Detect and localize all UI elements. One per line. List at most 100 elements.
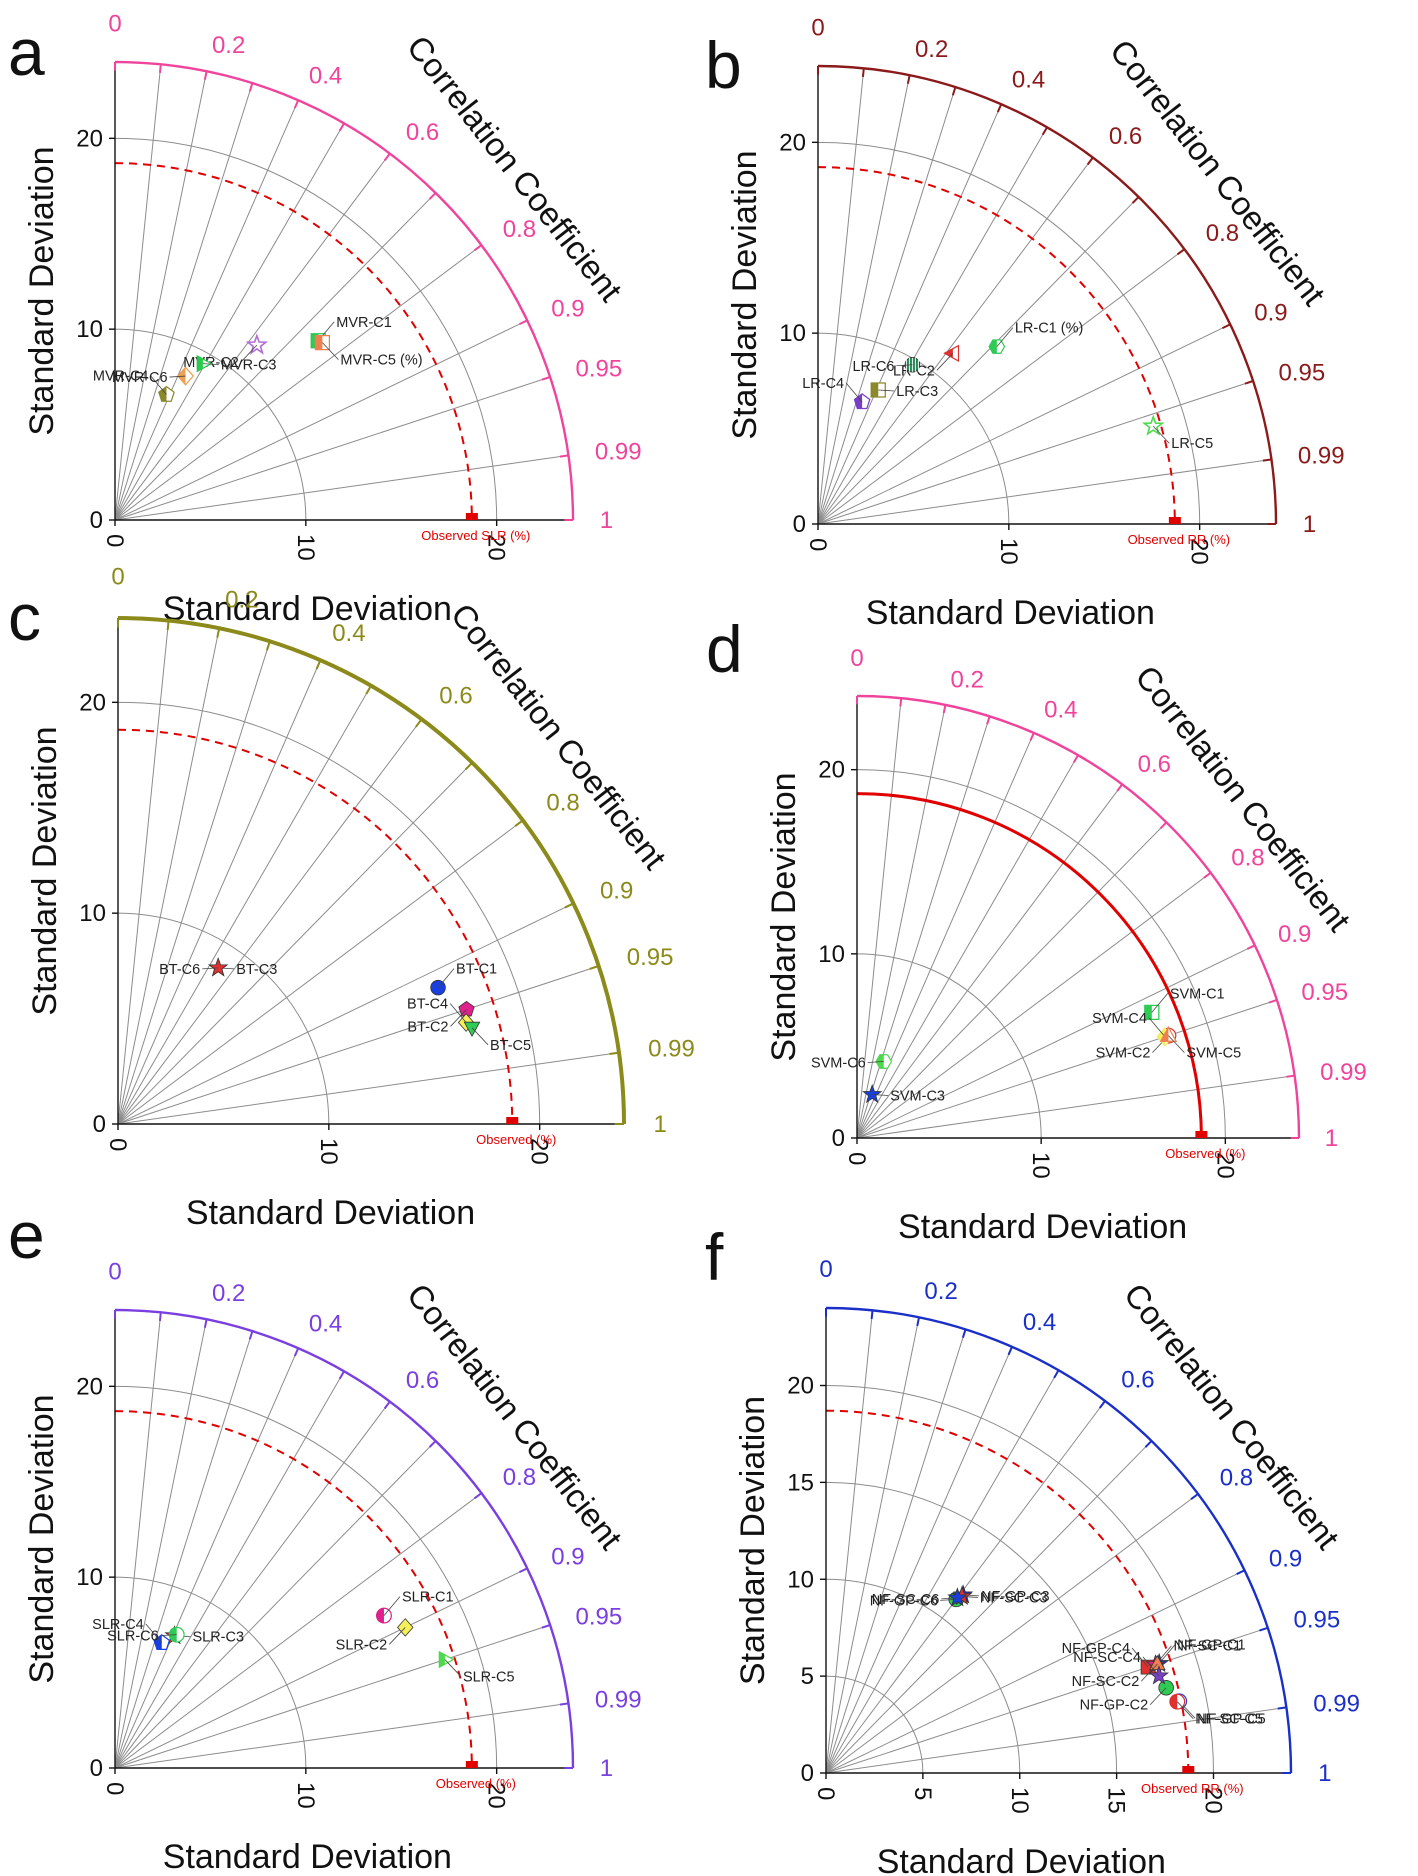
x-tick-label: 20 — [1200, 1787, 1227, 1814]
correlation-tick-mark — [942, 704, 947, 714]
y-tick-label: 0 — [793, 511, 806, 538]
point-label: SVM-C5 — [1186, 1046, 1241, 1062]
point-label: BT-C2 — [407, 1019, 448, 1035]
correlation-tick-mark — [415, 718, 423, 728]
point-label: BT-C5 — [490, 1038, 531, 1054]
x-tick-label: 0 — [101, 1782, 128, 1795]
observed-label: Observed RR (%) — [1141, 1781, 1244, 1796]
point-label: MVR-C5 (%) — [340, 353, 422, 369]
correlation-tick-mark — [951, 86, 957, 96]
point-label-leader — [872, 1094, 889, 1096]
correlation-tick-label: 0.2 — [212, 1280, 245, 1307]
point-label: BT-C4 — [407, 996, 448, 1012]
correlation-tick-mark — [1176, 248, 1186, 256]
sd-gridline-arc — [825, 1385, 1214, 1774]
correlation-tick-mark — [870, 1310, 874, 1320]
model-point — [438, 1650, 455, 1669]
correlation-spoke — [856, 716, 991, 1139]
correlation-tick-label: 0.4 — [332, 620, 365, 647]
observed-reference-point — [465, 513, 478, 520]
correlation-arc — [856, 694, 1301, 1139]
correlation-tick-label: 0.8 — [546, 790, 579, 817]
correlation-tick-mark — [428, 1440, 437, 1448]
correlation-tick-label: 0.6 — [1138, 751, 1171, 778]
y-tick-label: 20 — [76, 125, 103, 152]
x-tick-label: 20 — [483, 534, 510, 561]
correlation-tick-label: 0.2 — [951, 667, 984, 694]
point-label: NF-SC-C1 — [1173, 1639, 1241, 1655]
correlation-tick-mark — [1222, 323, 1231, 330]
point-label: MVR-C1 — [336, 315, 392, 331]
sd-gridline-arc — [117, 912, 330, 1125]
correlation-spoke — [114, 100, 299, 521]
model-point — [314, 335, 330, 351]
point-label-leader — [160, 1634, 177, 1637]
sd-gridline-arc — [817, 141, 1201, 525]
correlation-axis-title: Correlation Coefficient — [1103, 33, 1333, 313]
correlation-tick-label: 0.4 — [1012, 67, 1045, 94]
correlation-tick-mark — [1144, 1440, 1153, 1448]
observed-arc — [817, 166, 1176, 525]
model-point — [208, 957, 229, 977]
correlation-spoke — [117, 902, 574, 1125]
sd-gridline-arc — [817, 332, 1010, 525]
correlation-tick-mark — [541, 1624, 551, 1629]
correlation-tick-mark — [1053, 1369, 1060, 1379]
y-axis-title: Standard Deviation — [23, 1394, 61, 1683]
point-label-leader — [202, 967, 219, 970]
correlation-spoke — [117, 641, 271, 1125]
point-label-leader — [941, 1597, 958, 1600]
observed-arc — [114, 162, 473, 521]
point-label-leader — [383, 1596, 401, 1616]
y-axis-title: Standard Deviation — [26, 726, 64, 1015]
correlation-tick-mark — [1268, 999, 1278, 1004]
point-label-leader — [1131, 1647, 1149, 1668]
correlation-tick-label: 1 — [1303, 511, 1316, 538]
observed-reference-point — [1182, 1766, 1195, 1773]
point-label: BT-C1 — [456, 962, 497, 978]
sd-gridline-arc — [856, 953, 1042, 1139]
correlation-spoke — [817, 323, 1231, 525]
correlation-spoke — [114, 376, 551, 521]
observed-reference-point — [1195, 1131, 1208, 1138]
point-label-leader — [867, 1061, 884, 1063]
correlation-axis-title: Correlation Coefficient — [444, 596, 674, 876]
x-tick-label: 20 — [483, 1782, 510, 1809]
correlation-tick-mark — [1007, 1346, 1013, 1356]
correlation-tick-label: 0.95 — [1278, 360, 1325, 387]
correlation-tick-mark — [158, 64, 162, 73]
point-label-leader — [471, 1027, 489, 1046]
correlation-tick-label: 0.6 — [1121, 1366, 1154, 1393]
y-tick-label: 20 — [76, 1373, 103, 1400]
point-label: BT-C6 — [159, 962, 200, 978]
correlation-tick-label: 0.2 — [212, 32, 245, 59]
point-label-leader — [388, 1627, 406, 1645]
correlation-tick-mark — [473, 244, 482, 252]
point-label: NF-GP-C6 — [870, 1593, 938, 1609]
observed-label: Observed SLR (%) — [421, 528, 530, 543]
panel-letter: c — [8, 580, 41, 654]
y-tick-label: 0 — [90, 1755, 103, 1782]
observed-arc — [117, 728, 514, 1125]
sd-gridline-arc — [114, 328, 307, 521]
correlation-tick-label: 0.9 — [600, 878, 633, 905]
correlation-tick-label: 0 — [811, 14, 824, 41]
sd-gridline-arc — [114, 1576, 307, 1769]
point-label: LR-C3 — [896, 384, 938, 400]
point-label: MVR-C6 — [112, 370, 168, 386]
point-label: SVM-C6 — [811, 1056, 866, 1072]
correlation-spoke — [114, 244, 482, 521]
point-label: SVM-C2 — [1096, 1046, 1151, 1062]
correlation-spoke — [114, 82, 253, 521]
correlation-tick-mark — [383, 153, 391, 162]
correlation-spoke — [117, 1052, 620, 1125]
model-point — [153, 1634, 171, 1650]
point-label-leader — [1168, 1035, 1185, 1053]
x-tick-label: 10 — [292, 1782, 319, 1809]
correlation-tick-mark — [564, 902, 574, 909]
point-label: MVR-C3 — [221, 358, 277, 374]
point-label-leader — [845, 382, 863, 403]
correlation-spoke — [114, 1330, 253, 1769]
point-label: NF-GP-C5 — [1197, 1711, 1265, 1727]
correlation-tick-mark — [1098, 1400, 1106, 1409]
